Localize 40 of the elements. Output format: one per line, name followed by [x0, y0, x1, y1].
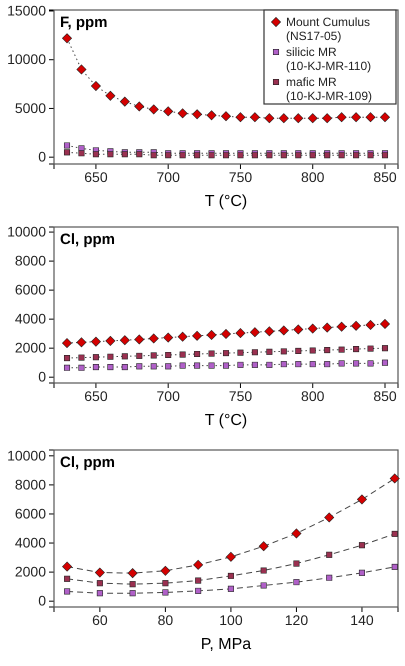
y-tick-label: 6000 — [14, 282, 46, 298]
y-tick-label: 4000 — [14, 534, 46, 551]
x-tick-label: 100 — [219, 612, 243, 628]
y-tick-label: 10000 — [7, 51, 46, 68]
x-tick-label: 750 — [228, 388, 252, 404]
x-tick-label: 140 — [350, 612, 374, 628]
y-tick-label: 6000 — [14, 505, 46, 522]
y-tick-label: 0 — [38, 148, 46, 165]
x-axis-title: T (°C) — [204, 412, 248, 429]
x-tick-label: 700 — [156, 168, 180, 185]
x-tick-label: 650 — [84, 388, 108, 404]
x-axis-title: P, MPa — [200, 636, 252, 653]
x-tick-label: 80 — [158, 612, 174, 628]
chart-title: Cl, ppm — [60, 231, 115, 248]
x-axis-title: T (°C) — [204, 193, 248, 210]
y-tick-label: 5000 — [14, 100, 46, 116]
legend-label: silicic MR (10-KJ-MR-110) — [286, 45, 372, 73]
y-tick-label: 10000 — [7, 447, 46, 464]
y-tick-label: 4000 — [14, 310, 46, 327]
x-tick-label: 60 — [92, 612, 108, 628]
y-tick-label: 8000 — [14, 476, 46, 492]
chart-title: F, ppm — [60, 14, 108, 31]
x-tick-label: 700 — [156, 388, 180, 404]
x-tick-label: 850 — [373, 388, 397, 404]
y-tick-label: 8000 — [14, 252, 46, 269]
legend-label: Mount Cumulus (NS17-05) — [286, 15, 370, 43]
y-tick-label: 0 — [38, 592, 46, 609]
x-tick-label: 120 — [284, 612, 308, 628]
x-tick-label: 800 — [301, 168, 325, 185]
legend-label: mafic MR (10-KJ-MR-109) — [286, 75, 372, 103]
y-tick-label: 15000 — [7, 2, 46, 18]
y-tick-label: 0 — [38, 368, 46, 385]
y-tick-label: 2000 — [14, 340, 46, 356]
x-tick-label: 650 — [84, 168, 108, 185]
y-tick-label: 10000 — [7, 224, 46, 240]
x-tick-label: 850 — [373, 168, 397, 185]
x-tick-label: 750 — [228, 168, 252, 185]
y-tick-label: 2000 — [14, 564, 46, 580]
x-tick-label: 800 — [301, 388, 325, 404]
chart-title: Cl, ppm — [60, 454, 115, 471]
